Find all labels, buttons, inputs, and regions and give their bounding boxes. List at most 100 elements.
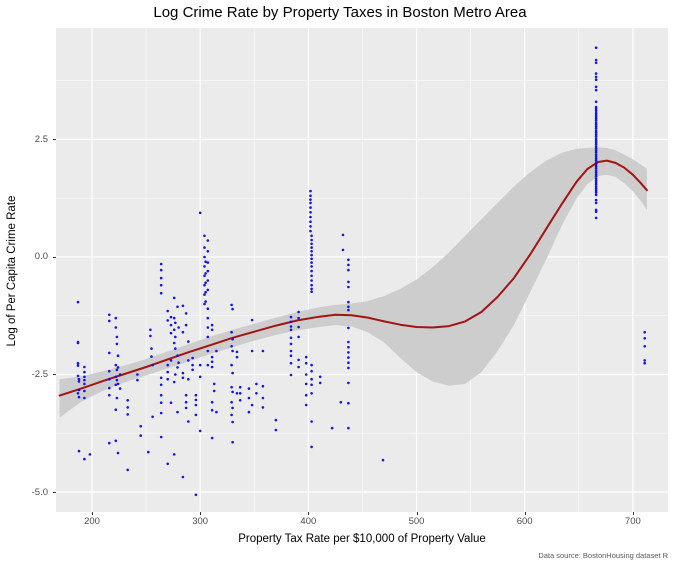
data-point	[204, 281, 207, 285]
data-point	[594, 72, 598, 75]
data-point	[136, 373, 139, 376]
data-point	[594, 58, 598, 62]
data-point	[181, 475, 185, 479]
data-point	[235, 392, 239, 395]
data-point	[159, 276, 163, 280]
data-point	[210, 365, 214, 369]
data-point	[126, 413, 129, 416]
data-point	[151, 363, 154, 367]
y-axis-title: Log of Per Capita Crime Rate	[6, 195, 18, 347]
data-point	[174, 335, 177, 339]
data-point	[238, 399, 242, 402]
data-point	[310, 246, 313, 249]
data-point	[114, 408, 118, 412]
data-point	[172, 316, 176, 320]
data-point	[274, 418, 278, 422]
data-point	[187, 377, 190, 381]
data-point	[115, 368, 119, 372]
data-point	[594, 185, 598, 189]
data-point	[289, 320, 293, 324]
data-point	[594, 175, 598, 178]
data-point	[126, 468, 129, 472]
data-point	[147, 450, 150, 454]
data-point	[309, 225, 312, 228]
data-point	[289, 328, 293, 332]
data-point	[310, 234, 313, 238]
data-point	[347, 401, 350, 405]
data-point	[235, 350, 239, 354]
data-point	[114, 439, 118, 443]
data-point	[108, 377, 111, 381]
data-point	[203, 234, 206, 238]
data-point	[206, 316, 210, 320]
data-point	[166, 462, 169, 466]
data-point	[115, 396, 119, 400]
data-point	[177, 326, 180, 329]
x-tick-mark	[416, 512, 418, 515]
smooth-line	[58, 159, 648, 397]
data-point	[643, 330, 646, 334]
data-point	[594, 88, 598, 92]
data-point	[210, 400, 214, 404]
data-point	[347, 366, 350, 370]
data-point	[76, 364, 80, 367]
data-point	[118, 387, 122, 390]
data-point	[261, 349, 265, 353]
data-point	[194, 413, 198, 417]
data-point	[114, 326, 118, 329]
y-tick-label: -2.5	[31, 368, 48, 380]
data-point	[159, 411, 163, 415]
data-point	[304, 373, 308, 376]
data-point	[310, 287, 313, 291]
data-point	[310, 420, 313, 423]
data-point	[108, 319, 111, 323]
y-tick-label: 2.5	[34, 133, 48, 145]
data-point	[304, 393, 308, 397]
data-point	[347, 381, 350, 385]
data-point	[289, 349, 293, 353]
data-point	[289, 354, 293, 358]
data-point	[310, 445, 313, 449]
data-point	[115, 335, 119, 339]
x-tick-label: 200	[84, 516, 100, 527]
data-point	[198, 375, 202, 379]
data-point	[310, 279, 313, 282]
data-point	[309, 229, 312, 233]
data-point	[255, 392, 258, 395]
data-point	[309, 206, 312, 209]
data-point	[594, 181, 598, 184]
data-point	[247, 410, 251, 414]
data-point	[594, 187, 598, 191]
y-tick-mark	[53, 492, 56, 494]
data-point	[159, 376, 163, 380]
data-point	[212, 389, 216, 393]
data-point	[594, 61, 598, 65]
data-point	[643, 337, 646, 340]
y-tick-label: 0.0	[34, 251, 48, 263]
data-point	[76, 374, 80, 378]
data-point	[347, 426, 350, 430]
data-point	[76, 341, 80, 345]
data-point	[181, 376, 185, 380]
data-point	[204, 272, 207, 275]
data-point	[139, 424, 142, 428]
data-point	[594, 129, 598, 133]
data-point	[206, 261, 210, 264]
data-point	[203, 283, 206, 287]
data-point	[176, 410, 179, 414]
data-point	[594, 125, 598, 128]
data-point	[643, 361, 646, 365]
data-point	[203, 302, 206, 306]
data-point	[166, 377, 169, 381]
data-point	[250, 403, 254, 407]
data-point	[108, 393, 111, 397]
data-point	[297, 358, 300, 362]
data-point	[172, 453, 176, 456]
y-tick-mark	[53, 374, 56, 376]
data-point	[230, 363, 233, 367]
data-point	[77, 388, 81, 392]
data-point	[159, 268, 163, 272]
data-point	[203, 293, 206, 296]
data-point	[76, 300, 80, 304]
data-point	[116, 382, 120, 386]
